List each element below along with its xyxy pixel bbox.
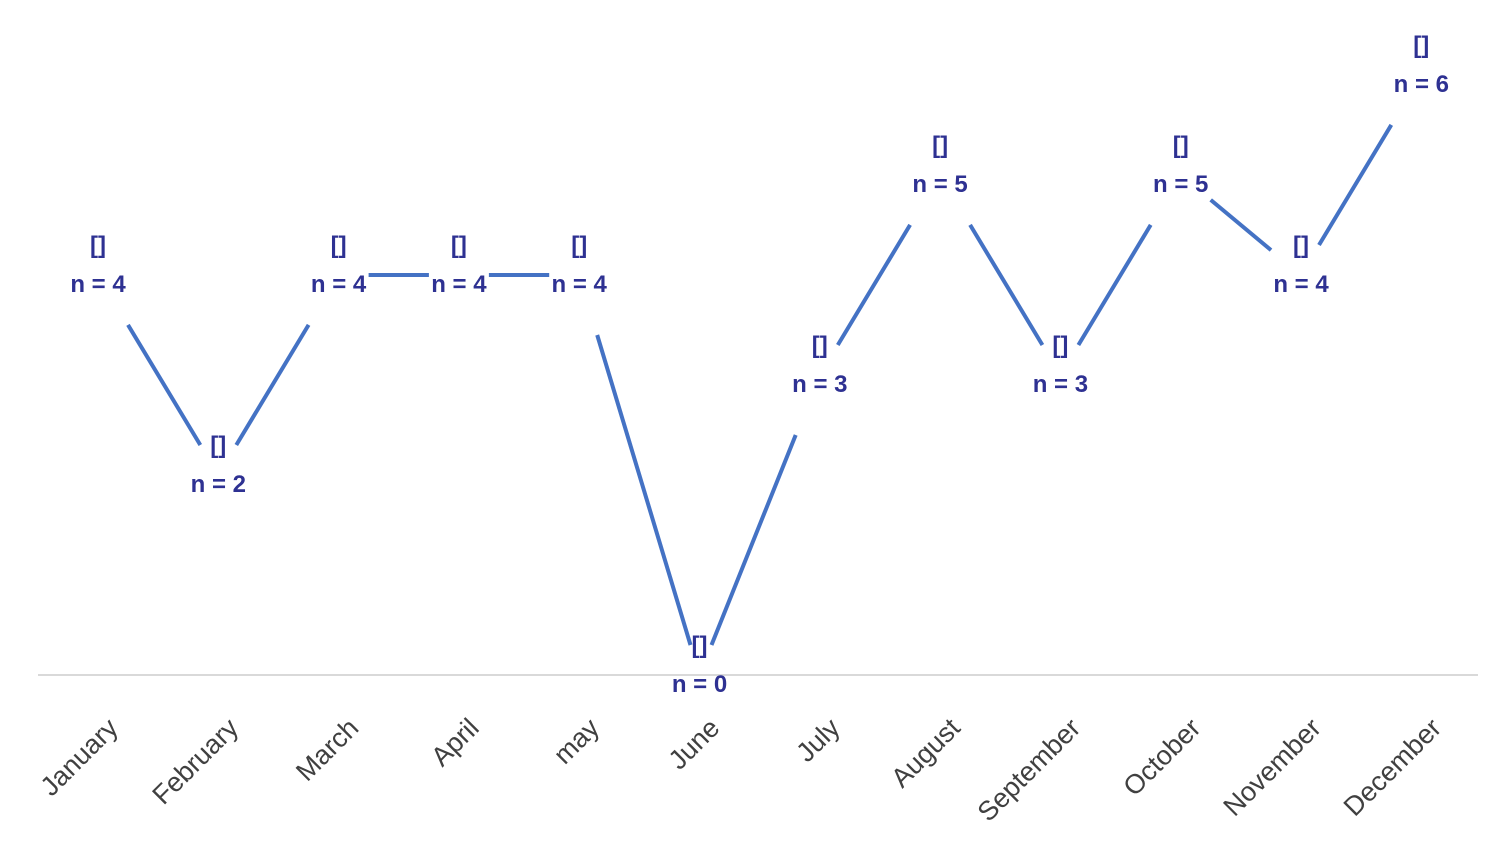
series-line-segment bbox=[1209, 198, 1273, 252]
data-label: n = 3 bbox=[792, 371, 847, 398]
point-label: [] bbox=[1413, 32, 1429, 59]
series-line-segment bbox=[836, 223, 912, 347]
x-tick-label: November bbox=[1218, 713, 1327, 822]
x-tick-label: December bbox=[1338, 713, 1447, 822]
point-label: [] bbox=[932, 132, 948, 159]
x-tick-label: March bbox=[290, 713, 364, 787]
x-tick-label: February bbox=[147, 712, 245, 810]
point-label: [] bbox=[331, 232, 347, 259]
series-line-segment bbox=[595, 334, 693, 646]
point-label: [] bbox=[1052, 332, 1068, 359]
x-tick-label: may bbox=[548, 712, 606, 770]
series-line-segment bbox=[968, 223, 1045, 347]
point-label: [] bbox=[451, 232, 467, 259]
x-tick-label: June bbox=[663, 713, 726, 776]
series-line bbox=[126, 123, 1394, 646]
x-tick-label: October bbox=[1117, 713, 1206, 802]
point-label: [] bbox=[571, 232, 587, 259]
data-labels: [] n = 4 [] n = 2 [] n = 4 [] n = 4 [] n = 4 [] n =… bbox=[70, 32, 1449, 698]
data-label: n = 4 bbox=[431, 271, 487, 298]
data-label: n = 5 bbox=[1153, 171, 1208, 198]
data-label: n = 6 bbox=[1394, 71, 1449, 98]
data-label: n = 3 bbox=[1033, 371, 1088, 398]
series-line-segment bbox=[1076, 223, 1153, 347]
series-line-segment bbox=[234, 323, 311, 447]
point-label: [] bbox=[692, 632, 708, 659]
data-label: n = 4 bbox=[1273, 271, 1329, 298]
data-label: n = 4 bbox=[552, 271, 608, 298]
point-label: [] bbox=[210, 432, 226, 459]
point-label: [] bbox=[1173, 132, 1189, 159]
x-tick-label: April bbox=[425, 713, 484, 772]
x-tick-labels: January February March April may June July Augu… bbox=[35, 712, 1447, 827]
x-tick-label: August bbox=[885, 712, 966, 793]
x-tick-label: July bbox=[790, 712, 846, 768]
point-label: [] bbox=[90, 232, 106, 259]
data-label: n = 0 bbox=[672, 671, 727, 698]
series-line-segment bbox=[126, 323, 203, 447]
series-line-segment bbox=[1317, 123, 1394, 247]
point-label: [] bbox=[1293, 232, 1309, 259]
data-label: n = 4 bbox=[70, 271, 126, 298]
data-label: n = 2 bbox=[191, 471, 246, 498]
data-label: n = 5 bbox=[912, 171, 967, 198]
point-label: [] bbox=[812, 332, 828, 359]
data-label: n = 4 bbox=[311, 271, 367, 298]
series-line-segment bbox=[709, 434, 798, 646]
x-tick-label: September bbox=[972, 713, 1087, 828]
x-tick-label: January bbox=[35, 712, 124, 801]
